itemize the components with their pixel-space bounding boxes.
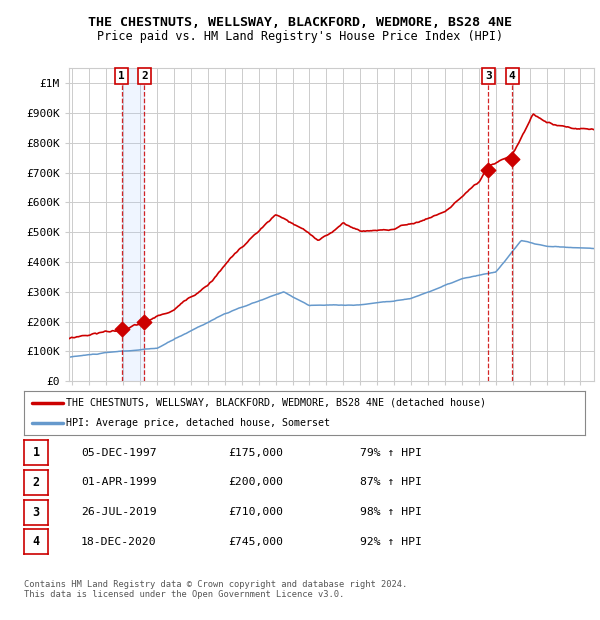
Point — [117, 324, 127, 334]
Text: £710,000: £710,000 — [228, 507, 283, 517]
Text: Price paid vs. HM Land Registry's House Price Index (HPI): Price paid vs. HM Land Registry's House … — [97, 30, 503, 43]
Text: Contains HM Land Registry data © Crown copyright and database right 2024.
This d: Contains HM Land Registry data © Crown c… — [24, 580, 407, 599]
Text: £200,000: £200,000 — [228, 477, 283, 487]
Text: 79% ↑ HPI: 79% ↑ HPI — [360, 448, 422, 458]
Text: 18-DEC-2020: 18-DEC-2020 — [81, 537, 157, 547]
Text: 98% ↑ HPI: 98% ↑ HPI — [360, 507, 422, 517]
Text: 2: 2 — [141, 71, 148, 81]
Text: 4: 4 — [32, 536, 40, 548]
Text: £175,000: £175,000 — [228, 448, 283, 458]
Text: 92% ↑ HPI: 92% ↑ HPI — [360, 537, 422, 547]
Text: 2: 2 — [32, 476, 40, 489]
Text: 3: 3 — [485, 71, 491, 81]
Text: 3: 3 — [32, 506, 40, 518]
Text: 01-APR-1999: 01-APR-1999 — [81, 477, 157, 487]
Text: £745,000: £745,000 — [228, 537, 283, 547]
Point — [507, 154, 517, 164]
Text: HPI: Average price, detached house, Somerset: HPI: Average price, detached house, Some… — [66, 418, 330, 428]
Text: 87% ↑ HPI: 87% ↑ HPI — [360, 477, 422, 487]
Text: 1: 1 — [118, 71, 125, 81]
Bar — [122, 68, 145, 381]
Text: 26-JUL-2019: 26-JUL-2019 — [81, 507, 157, 517]
Text: THE CHESTNUTS, WELLSWAY, BLACKFORD, WEDMORE, BS28 4NE (detached house): THE CHESTNUTS, WELLSWAY, BLACKFORD, WEDM… — [66, 397, 486, 408]
Text: 1: 1 — [32, 446, 40, 459]
Text: 4: 4 — [509, 71, 515, 81]
Text: 05-DEC-1997: 05-DEC-1997 — [81, 448, 157, 458]
Point — [484, 165, 493, 175]
Text: THE CHESTNUTS, WELLSWAY, BLACKFORD, WEDMORE, BS28 4NE: THE CHESTNUTS, WELLSWAY, BLACKFORD, WEDM… — [88, 16, 512, 29]
Point — [140, 317, 149, 327]
